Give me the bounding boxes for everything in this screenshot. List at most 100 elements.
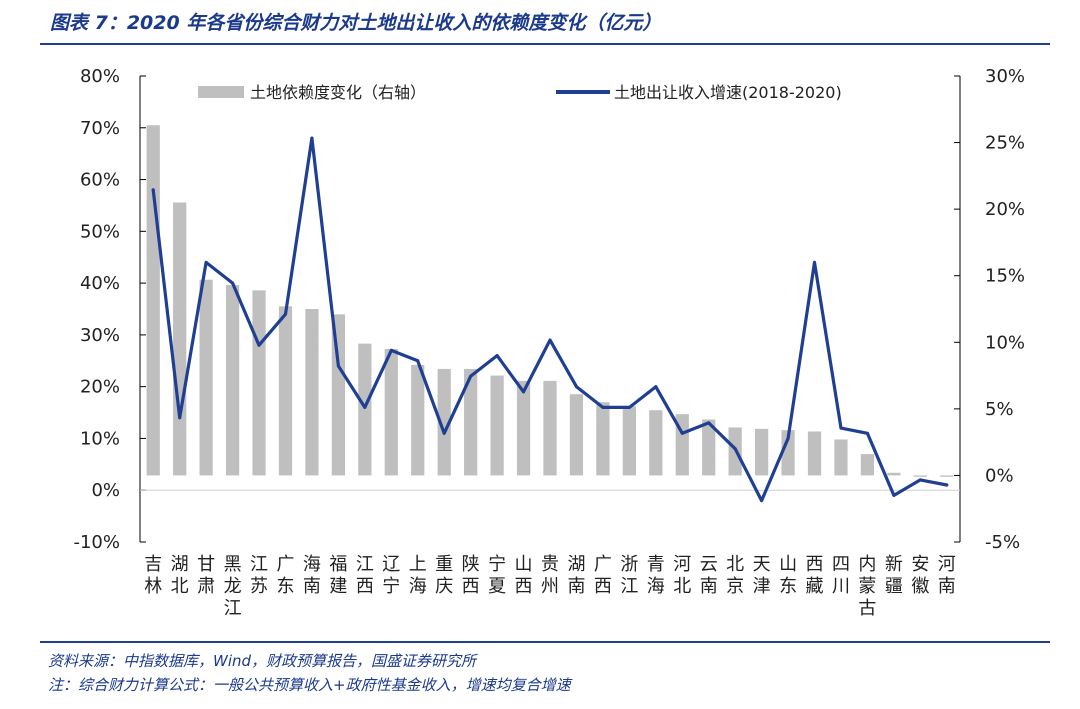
line-series [151, 136, 949, 503]
category-label: 河北 [673, 554, 691, 597]
line-point-重庆 [442, 431, 446, 435]
bar-西藏 [807, 431, 822, 476]
line-point-云南 [707, 421, 711, 425]
right-axis: 30% 25% 20% 15% 10% 5% 0% -5% [954, 66, 1025, 553]
bar-内蒙古 [860, 454, 875, 476]
line-point-上海 [416, 359, 420, 363]
category-label: 山西 [515, 554, 533, 597]
category-label: 北京 [726, 554, 744, 597]
right-tick-label: 5% [985, 399, 1014, 420]
line-point-湖北 [178, 416, 182, 420]
line-point-河南 [945, 483, 949, 487]
category-label: 吉林 [144, 554, 162, 597]
line-point-四川 [839, 426, 843, 430]
category-label: 陕西 [462, 554, 480, 597]
line-point-海南 [310, 136, 314, 140]
line-point-甘肃 [204, 260, 208, 264]
line-point-新疆 [892, 493, 896, 497]
category-label: 江西 [356, 554, 374, 597]
category-label: 云南 [700, 554, 718, 597]
line-point-陕西 [469, 374, 473, 378]
right-tick-label: 10% [985, 332, 1025, 353]
bar-series [146, 125, 954, 477]
bar-湖北 [173, 202, 187, 476]
category-label: 福建 [329, 554, 347, 597]
left-tick-label: 70% [80, 118, 120, 139]
category-label: 黑龙江 [224, 554, 242, 619]
line-point-浙江 [627, 405, 631, 409]
category-label: 上海 [409, 554, 427, 597]
category-label: 浙江 [620, 554, 638, 597]
bar-安徽 [913, 475, 927, 477]
line-point-西藏 [813, 260, 817, 264]
bar-山西 [516, 380, 531, 476]
bar-江苏 [252, 290, 266, 476]
bar-广东 [278, 306, 293, 476]
left-tick-label: 80% [80, 66, 120, 87]
category-label: 安徽 [911, 554, 929, 597]
category-label: 辽宁 [382, 554, 400, 597]
left-tick-label: 40% [80, 273, 120, 294]
line-point-河北 [680, 431, 684, 435]
line-point-江苏 [257, 343, 261, 347]
legend: 土地依赖度变化（右轴） 土地出让收入增速(2018-2020) [198, 83, 842, 102]
line-point-吉林 [151, 188, 155, 192]
right-tick-label: 25% [985, 133, 1025, 154]
formula-note: 注：综合财力计算公式：一般公共预算收入+政府性基金收入，增速均复合增速 [48, 676, 571, 694]
category-label: 青海 [647, 554, 665, 597]
figure-title: 图表 7：2020 年各省份综合财力对土地出让收入的依赖度变化（亿元） [50, 12, 662, 34]
category-label: 湖南 [567, 554, 585, 597]
source-note: 资料来源：中指数据库，Wind，财政预算报告，国盛证券研究所 [48, 652, 477, 670]
bar-辽宁 [384, 348, 398, 476]
bar-宁夏 [490, 375, 504, 476]
category-label: 山东 [779, 554, 797, 597]
bar-新疆 [887, 472, 901, 476]
footer-divider [40, 641, 1050, 643]
category-label: 海南 [303, 554, 321, 597]
right-tick-label: 15% [985, 266, 1025, 287]
line-point-北京 [733, 447, 737, 451]
line-point-黑龙江 [231, 281, 235, 285]
line-point-内蒙古 [865, 431, 869, 435]
line-point-天津 [760, 499, 764, 503]
line-point-福建 [336, 364, 340, 368]
left-tick-label: 0% [91, 480, 120, 501]
bar-重庆 [437, 368, 451, 476]
category-label: 新疆 [885, 554, 903, 597]
bar-海南 [305, 309, 319, 476]
bar-吉林 [146, 125, 160, 476]
bar-云南 [702, 419, 716, 476]
legend-line-label: 土地出让收入增速(2018-2020) [614, 83, 842, 102]
line-point-安徽 [918, 478, 922, 482]
line-point-贵州 [548, 338, 552, 342]
right-tick-label: 0% [985, 465, 1014, 486]
right-tick-label: 30% [985, 66, 1025, 87]
category-label: 重庆 [435, 554, 453, 597]
legend-bar-swatch [198, 86, 244, 98]
bar-广西 [596, 402, 610, 476]
bar-陕西 [464, 368, 478, 476]
category-label: 河南 [938, 554, 956, 597]
bar-天津 [755, 428, 769, 476]
left-tick-label: 60% [80, 170, 120, 191]
category-label: 湖北 [171, 554, 189, 597]
category-label: 广西 [594, 554, 612, 597]
left-tick-label: 50% [80, 221, 120, 242]
bar-四川 [834, 439, 848, 476]
category-labels: 吉林湖北甘肃黑龙江江苏广东海南福建江西辽宁上海重庆陕西宁夏山西贵州湖南广西浙江青… [144, 554, 956, 619]
line-point-宁夏 [495, 354, 499, 358]
line-point-江西 [363, 405, 367, 409]
bar-甘肃 [199, 279, 213, 476]
title-divider [40, 43, 1050, 45]
line-point-湖南 [574, 385, 578, 389]
category-label: 江苏 [250, 554, 268, 597]
left-axis: 80% 70% 60% 50% 40% 30% 20% 10% 0% -10% [73, 66, 146, 553]
line-point-辽宁 [389, 348, 393, 352]
bar-湖南 [569, 394, 584, 476]
category-label: 西藏 [806, 554, 824, 597]
category-label: 贵州 [541, 554, 559, 597]
line-point-青海 [654, 385, 658, 389]
legend-bar-label: 土地依赖度变化（右轴） [250, 83, 426, 102]
right-tick-label: -5% [985, 532, 1020, 553]
